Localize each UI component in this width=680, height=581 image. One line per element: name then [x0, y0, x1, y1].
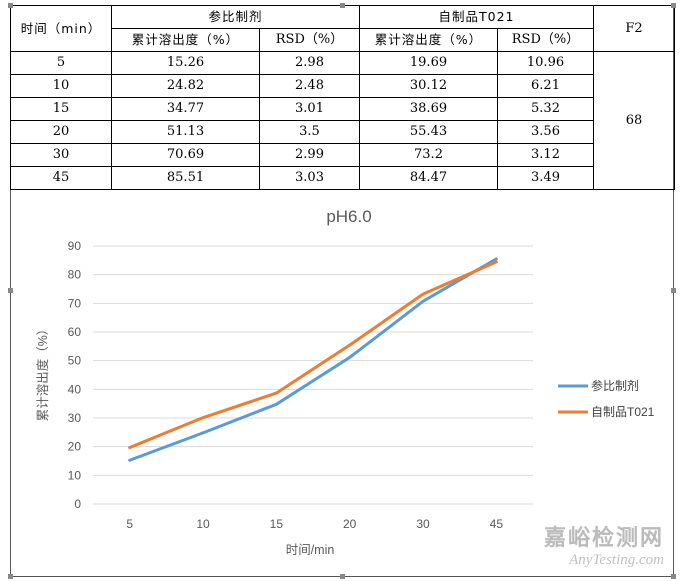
resize-handle-top-left[interactable] [8, 3, 13, 8]
header-reference-group: 参比制剂 [111, 5, 360, 29]
cell-self-value: 84.47 [359, 166, 498, 190]
chart-title: pH6.0 [326, 207, 371, 226]
cell-time: 10 [10, 74, 112, 98]
cell-ref-value: 24.82 [111, 74, 260, 98]
header-ref-rsd: RSD（%） [259, 28, 360, 52]
header-self-cumulative: 累计溶出度（%） [359, 28, 498, 52]
watermark: 嘉峪检测网 AnyTesting.com [544, 520, 664, 569]
y-tick-label: 80 [68, 268, 82, 282]
resize-handle-bottom-right[interactable] [671, 574, 676, 579]
chart-area: pH6.0 0 10 20 30 40 50 60 70 80 90 5 10 15 20 30 45 累计… [11, 192, 673, 576]
header-f2: F2 [593, 5, 675, 52]
cell-time: 15 [10, 97, 112, 121]
y-tick-label: 60 [68, 325, 82, 339]
watermark-chinese: 嘉峪检测网 [543, 526, 664, 551]
cell-ref-rsd: 3.5 [259, 120, 360, 144]
series-line-self-made [128, 260, 498, 450]
header-ref-cumulative: 累计溶出度（%） [111, 28, 260, 52]
y-tick-label: 50 [68, 354, 82, 368]
cell-self-value: 38.69 [359, 97, 498, 121]
watermark-english: AnyTesting.com [569, 552, 664, 568]
cell-ref-value: 34.77 [111, 97, 260, 121]
cell-ref-value: 51.13 [111, 120, 260, 144]
cell-time: 30 [10, 143, 112, 167]
x-tick-label: 45 [490, 517, 504, 531]
table-header-row: 时间（min） 参比制剂 自制品T021 F2 [10, 5, 675, 52]
header-time: 时间（min） [10, 5, 112, 52]
x-axis-label: 时间/min [286, 543, 335, 557]
cell-time: 20 [10, 120, 112, 144]
table-row: 30 70.69 2.99 73.2 3.12 [10, 143, 675, 167]
cell-ref-rsd: 2.98 [259, 51, 360, 75]
table-row: 5 15.26 2.98 19.69 10.96 68 [10, 51, 675, 190]
cell-self-value: 73.2 [359, 143, 498, 167]
cell-time: 5 [10, 51, 112, 75]
cell-self-rsd: 5.32 [497, 97, 594, 121]
cell-time: 45 [10, 166, 112, 190]
resize-handle-right[interactable] [671, 288, 676, 293]
x-tick-label: 5 [126, 517, 133, 531]
resize-handle-bottom[interactable] [340, 574, 345, 579]
cell-self-rsd: 6.21 [497, 74, 594, 98]
cell-self-rsd: 3.12 [497, 143, 594, 167]
y-axis-label: 累计溶出度（%） [35, 323, 50, 422]
x-tick-label: 30 [416, 517, 430, 531]
y-tick-label: 0 [74, 497, 81, 511]
cell-ref-rsd: 3.03 [259, 166, 360, 190]
series-line-reference [128, 257, 498, 462]
y-tick-label: 20 [68, 440, 82, 454]
resize-handle-top[interactable] [340, 3, 345, 8]
y-tick-label: 30 [68, 411, 82, 425]
dissolution-table: 时间（min） 参比制剂 自制品T021 F2 累计溶出度（%） RSD（%） … [10, 5, 675, 190]
x-tick-label: 20 [343, 517, 357, 531]
cell-self-rsd: 3.49 [497, 166, 594, 190]
cell-f2-value: 68 [593, 51, 675, 190]
y-tick-label: 70 [68, 296, 82, 310]
cell-self-value: 55.43 [359, 120, 498, 144]
header-self-made-group: 自制品T021 [359, 5, 594, 29]
y-tick-label: 90 [68, 239, 82, 253]
dissolution-line-chart: pH6.0 0 10 20 30 40 50 60 70 80 90 5 10 15 20 30 45 累计… [35, 207, 655, 557]
resize-handle-left[interactable] [8, 288, 13, 293]
table-row: 20 51.13 3.5 55.43 3.56 [10, 120, 675, 144]
resize-handle-top-right[interactable] [671, 3, 676, 8]
cell-ref-value: 70.69 [111, 143, 260, 167]
cell-self-value: 19.69 [359, 51, 498, 75]
cell-ref-rsd: 2.99 [259, 143, 360, 167]
y-tick-label: 40 [68, 382, 82, 396]
x-tick-label: 10 [196, 517, 210, 531]
cell-self-rsd: 10.96 [497, 51, 594, 75]
y-tick-label: 10 [68, 468, 82, 482]
legend: 参比制剂 自制品T021 [558, 378, 655, 419]
cell-ref-value: 15.26 [111, 51, 260, 75]
cell-self-value: 30.12 [359, 74, 498, 98]
table-subheader-row: 累计溶出度（%） RSD（%） 累计溶出度（%） RSD（%） [11, 28, 675, 52]
table-row: 15 34.77 3.01 38.69 5.32 [10, 97, 675, 121]
legend-label-self-made: 自制品T021 [591, 405, 655, 419]
table-row: 45 85.51 3.03 84.47 3.49 [10, 166, 675, 190]
cell-self-rsd: 3.56 [497, 120, 594, 144]
header-self-rsd: RSD（%） [497, 28, 594, 52]
table-row: 10 24.82 2.48 30.12 6.21 [10, 74, 675, 98]
x-tick-label: 15 [270, 517, 284, 531]
cell-ref-value: 85.51 [111, 166, 260, 190]
cell-ref-rsd: 2.48 [259, 74, 360, 98]
cell-ref-rsd: 3.01 [259, 97, 360, 121]
resize-handle-bottom-left[interactable] [8, 574, 13, 579]
legend-label-reference: 参比制剂 [591, 378, 639, 393]
